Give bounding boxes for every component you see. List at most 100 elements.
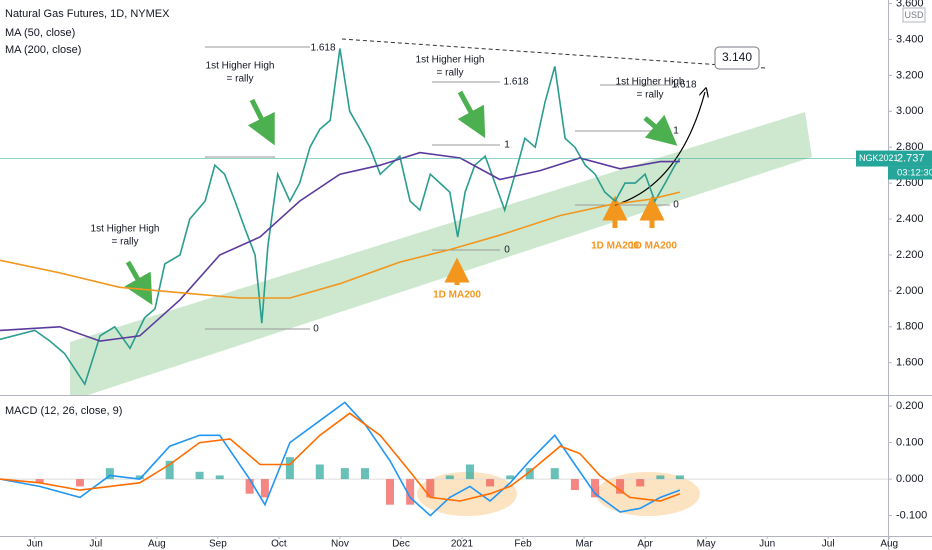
fib-label: 1.618 [671, 80, 696, 91]
ma-label: 1D MA200 [433, 290, 481, 301]
symbol: NGK2021 [859, 153, 899, 163]
series-line [0, 412, 681, 502]
y-tick-label: 1.600 [896, 357, 924, 369]
x-tick-label: Aug [880, 539, 898, 550]
y-tick-label: 2.800 [896, 141, 924, 153]
histogram-bar [165, 460, 174, 480]
y-tick-label: 3.000 [896, 105, 924, 117]
y-tick-label: 0.100 [896, 436, 924, 448]
y-tick-label: 2.200 [896, 249, 924, 261]
series-line [0, 191, 681, 299]
y-tick-label: 2.000 [896, 285, 924, 297]
annotation: = rally [637, 90, 664, 101]
histogram-bar [465, 464, 474, 480]
y-tick-label: 1.800 [896, 321, 924, 333]
histogram-bar [675, 475, 684, 480]
target-box [714, 46, 760, 70]
y-tick-label: 2.400 [896, 213, 924, 225]
x-tick-label: Nov [331, 539, 349, 550]
series-line [0, 151, 680, 342]
histogram-bar [215, 475, 224, 480]
histogram-bar [525, 468, 534, 480]
x-tick-label: Jul [89, 539, 102, 550]
histogram-bar [636, 479, 645, 487]
annotation: 1st Higher High [416, 55, 485, 66]
fib-label: 1 [504, 140, 510, 151]
y-tick-label: 3.400 [896, 33, 924, 45]
y-tick-label: -0.100 [896, 510, 927, 522]
series-line [0, 401, 681, 517]
x-tick-label: Aug [148, 539, 166, 550]
histogram-bar [360, 468, 369, 480]
histogram-bar [550, 468, 559, 480]
y-tick-label: 0.200 [896, 400, 924, 412]
x-tick-label: 2021 [451, 539, 474, 550]
histogram-bar [616, 479, 625, 494]
histogram-bar [656, 475, 665, 480]
currency: USD [904, 10, 924, 20]
x-tick-label: Dec [392, 539, 410, 550]
fib-label: 0 [504, 245, 510, 256]
histogram-bar [315, 464, 324, 480]
histogram-bar [385, 479, 394, 505]
fib-label: 0 [673, 200, 679, 211]
currency-box [902, 7, 926, 23]
annotation: = rally [227, 74, 254, 85]
last-price: 2.737 [897, 152, 925, 164]
annotation: = rally [437, 68, 464, 79]
countdown: 03:12:30 [897, 168, 932, 179]
x-tick-label: Feb [514, 539, 532, 550]
y-tick-label: 2.600 [896, 177, 924, 189]
histogram-bar [406, 479, 415, 505]
legend-entry: MA (200, close) [5, 44, 81, 56]
green-arrows [124, 90, 678, 306]
histogram-bar [195, 471, 204, 480]
x-tick-label: Apr [637, 539, 653, 550]
histogram-bar [426, 479, 435, 498]
legend-entry: MA (50, close) [5, 27, 75, 39]
histogram-bar [75, 479, 84, 487]
x-tick-label: Oct [271, 539, 287, 550]
x-tick-label: Jun [759, 539, 775, 550]
fib-label: 1 [673, 126, 679, 137]
annotation: = rally [112, 237, 139, 248]
orange-arrows [444, 195, 665, 285]
annotation: 1st Higher High [91, 224, 160, 235]
histogram-bar [340, 468, 349, 480]
fib-label: 0 [313, 324, 319, 335]
countdown-tag [888, 166, 932, 180]
histogram-bar [245, 479, 254, 494]
annotation: 1st Higher High [616, 77, 685, 88]
histogram-bar [506, 475, 515, 480]
ma-label: 1D MA200 [629, 241, 677, 252]
histogram-bar [260, 479, 269, 498]
macd-title: MACD (12, 26, close, 9) [5, 405, 122, 417]
ma-label: 1D MA200 [591, 241, 639, 252]
y-tick-label: 3.600 [896, 0, 924, 9]
target-label: 3.140 [722, 50, 752, 64]
x-tick-label: Jun [27, 539, 43, 550]
x-tick-label: Mar [575, 539, 593, 550]
y-tick-label: 0.000 [896, 473, 924, 485]
fib-label: 1.618 [310, 43, 335, 54]
x-tick-label: Sep [209, 539, 227, 550]
histogram-bar [135, 475, 144, 480]
histogram-bar [105, 468, 114, 480]
projection-arrow [614, 92, 705, 206]
histogram-bar [570, 479, 579, 491]
highlight [596, 472, 700, 516]
histogram-bar [591, 479, 600, 498]
chart-title: Natural Gas Futures, 1D, NYMEX [5, 8, 170, 20]
y-tick-label: 3.200 [896, 69, 924, 81]
histogram-bar [445, 475, 454, 480]
histogram-bar [285, 457, 294, 480]
annotations: 1st Higher High = rally 1st Higher High … [91, 43, 760, 335]
trendline [341, 38, 766, 69]
channel [70, 112, 812, 395]
fib-label: 1.618 [503, 77, 528, 88]
histogram-bar [35, 479, 44, 483]
x-tick-label: May [697, 539, 716, 550]
price-tag [856, 150, 932, 167]
histogram-bar [486, 479, 495, 487]
